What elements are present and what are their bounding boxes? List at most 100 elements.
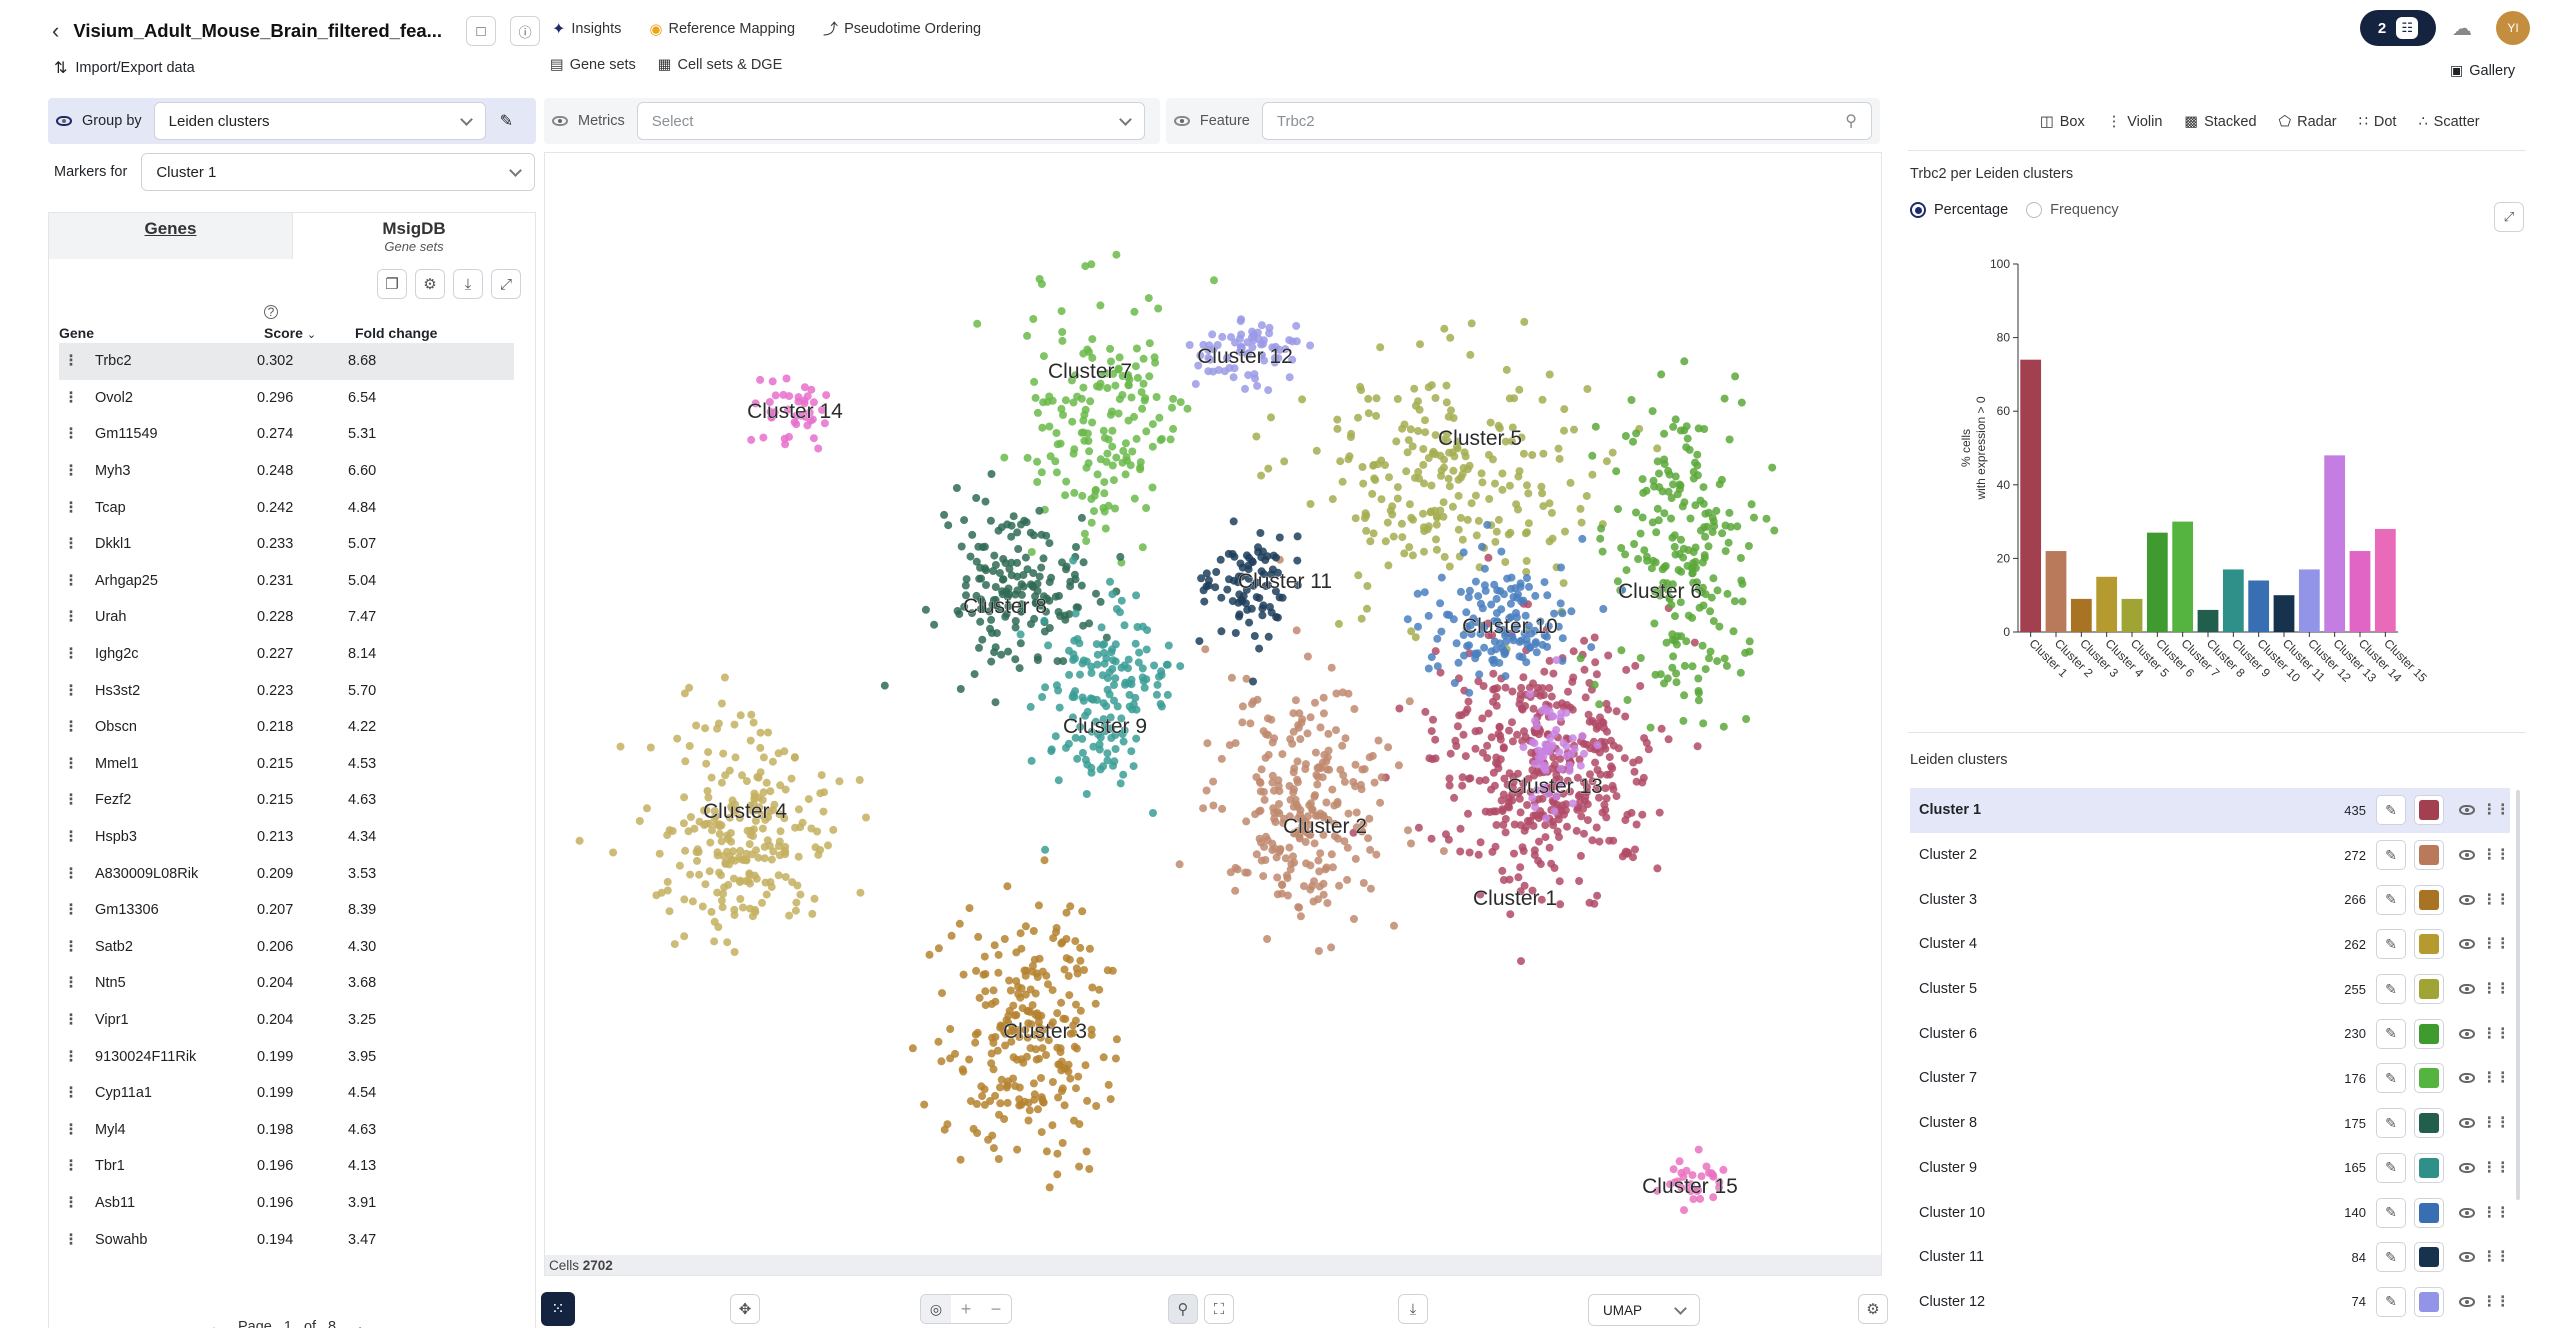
settings-icon[interactable]: ⚙ bbox=[1858, 1294, 1888, 1324]
table-row[interactable]: ⋮ Sowahb 0.194 3.47 bbox=[59, 1221, 514, 1258]
row-menu-icon[interactable]: ⋮ bbox=[63, 865, 79, 882]
drag-handle-icon[interactable]: ⋮⋮ bbox=[2482, 981, 2510, 998]
eye-icon[interactable] bbox=[2452, 894, 2482, 905]
color-swatch[interactable] bbox=[2414, 1108, 2444, 1139]
avatar[interactable]: YI bbox=[2496, 11, 2530, 45]
feature-search-input[interactable]: Trbc2 ⚲ bbox=[1261, 102, 1872, 140]
edit-icon[interactable]: ✎ bbox=[2376, 1018, 2406, 1049]
legend-item[interactable]: Cluster 1 435 ✎ ⋮⋮ bbox=[1910, 788, 2510, 833]
legend-item[interactable]: Cluster 7 176 ✎ ⋮⋮ bbox=[1910, 1056, 2510, 1101]
table-row[interactable]: ⋮ Tcap 0.242 4.84 bbox=[59, 489, 514, 526]
plot-scatter[interactable]: ∴ Scatter bbox=[2418, 114, 2480, 130]
color-swatch[interactable] bbox=[2414, 1286, 2444, 1317]
table-row[interactable]: ⋮ Mmel1 0.215 4.53 bbox=[59, 746, 514, 783]
eye-icon[interactable] bbox=[2452, 1207, 2482, 1218]
eye-icon[interactable] bbox=[56, 116, 72, 126]
row-menu-icon[interactable]: ⋮ bbox=[63, 646, 79, 663]
row-menu-icon[interactable]: ⋮ bbox=[63, 353, 79, 370]
back-icon[interactable]: ‹ bbox=[52, 18, 60, 43]
plus-icon[interactable]: + bbox=[960, 1298, 972, 1319]
edit-icon[interactable]: ✎ bbox=[2376, 795, 2406, 826]
legend-item[interactable]: Cluster 3 266 ✎ ⋮⋮ bbox=[1910, 877, 2510, 922]
table-row[interactable]: ⋮ Tbr1 0.196 4.13 bbox=[59, 1148, 514, 1185]
legend-item[interactable]: Cluster 10 140 ✎ ⋮⋮ bbox=[1910, 1190, 2510, 1235]
eye-icon[interactable] bbox=[2452, 939, 2482, 950]
table-row[interactable]: ⋮ Asb11 0.196 3.91 bbox=[59, 1185, 514, 1222]
legend-item[interactable]: Cluster 12 74 ✎ ⋮⋮ bbox=[1910, 1280, 2510, 1325]
row-menu-icon[interactable]: ⋮ bbox=[63, 536, 79, 553]
plot-violin[interactable]: ⋮ Violin bbox=[2106, 114, 2163, 130]
row-menu-icon[interactable]: ⋮ bbox=[63, 1121, 79, 1138]
lasso-select-icon[interactable]: ⁙ bbox=[541, 1292, 575, 1326]
tab-msigdb[interactable]: MsigDB Gene sets bbox=[382, 219, 446, 254]
plot-box[interactable]: ◫ Box bbox=[2040, 114, 2085, 130]
row-menu-icon[interactable]: ⋮ bbox=[63, 499, 79, 516]
drag-handle-icon[interactable]: ⋮⋮ bbox=[2482, 847, 2510, 864]
prev-page-icon[interactable]: ← bbox=[208, 1316, 226, 1328]
table-row[interactable]: ⋮ Trbc2 0.302 8.68 bbox=[59, 343, 514, 380]
nav-pseudotime-ordering[interactable]: ⤴ Pseudotime Ordering bbox=[823, 18, 981, 39]
comment-icon[interactable]: □ bbox=[466, 16, 497, 46]
row-menu-icon[interactable]: ⋮ bbox=[63, 389, 79, 406]
settings-icon[interactable]: ⚙ bbox=[415, 269, 445, 299]
projection-select[interactable]: UMAP bbox=[1588, 1294, 1700, 1326]
download-icon[interactable]: ⤓ bbox=[1398, 1294, 1428, 1324]
info-icon[interactable]: ⓘ bbox=[510, 16, 541, 46]
color-swatch[interactable] bbox=[2414, 840, 2444, 871]
eye-icon[interactable] bbox=[2452, 805, 2482, 816]
table-row[interactable]: ⋮ Arhgap25 0.231 5.04 bbox=[59, 563, 514, 600]
row-menu-icon[interactable]: ⋮ bbox=[63, 1048, 79, 1065]
fit-view-icon[interactable]: ⛶ bbox=[1204, 1294, 1234, 1324]
plot-radar[interactable]: ⬠ Radar bbox=[2278, 114, 2337, 130]
tab-genes[interactable]: Genes bbox=[49, 213, 293, 259]
color-swatch[interactable] bbox=[2414, 1242, 2444, 1273]
legend-item[interactable]: Cluster 2 272 ✎ ⋮⋮ bbox=[1910, 833, 2510, 878]
eye-icon[interactable] bbox=[2452, 1252, 2482, 1263]
row-menu-icon[interactable]: ⋮ bbox=[63, 682, 79, 699]
row-menu-icon[interactable]: ⋮ bbox=[63, 755, 79, 772]
row-menu-icon[interactable]: ⋮ bbox=[63, 1085, 79, 1102]
table-row[interactable]: ⋮ Satb2 0.206 4.30 bbox=[59, 929, 514, 966]
zoom-icon[interactable]: ⚲ bbox=[1168, 1294, 1198, 1324]
eye-icon[interactable] bbox=[2452, 1162, 2482, 1173]
drag-handle-icon[interactable]: ⋮⋮ bbox=[2482, 802, 2510, 819]
table-row[interactable]: ⋮ Ntn5 0.204 3.68 bbox=[59, 965, 514, 1002]
color-swatch[interactable] bbox=[2414, 1197, 2444, 1228]
row-menu-icon[interactable]: ⋮ bbox=[63, 829, 79, 846]
drag-handle-icon[interactable]: ⋮⋮ bbox=[2482, 1070, 2510, 1087]
row-menu-icon[interactable]: ⋮ bbox=[63, 572, 79, 589]
edit-icon[interactable]: ✎ bbox=[2376, 1152, 2406, 1183]
edit-icon[interactable]: ✎ bbox=[2376, 1286, 2406, 1317]
eye-icon[interactable] bbox=[2452, 984, 2482, 995]
nav-insights[interactable]: ✦ Insights bbox=[552, 20, 622, 38]
minus-icon[interactable]: − bbox=[990, 1298, 1002, 1319]
legend-item[interactable]: Cluster 8 175 ✎ ⋮⋮ bbox=[1910, 1101, 2510, 1146]
plot-stacked[interactable]: ▩ Stacked bbox=[2184, 114, 2257, 130]
legend-item[interactable]: Cluster 6 230 ✎ ⋮⋮ bbox=[1910, 1011, 2510, 1056]
row-menu-icon[interactable]: ⋮ bbox=[63, 975, 79, 992]
drag-handle-icon[interactable]: ⋮⋮ bbox=[2482, 936, 2510, 953]
row-menu-icon[interactable]: ⋮ bbox=[63, 719, 79, 736]
notification-pill[interactable]: 2 ☷ bbox=[2360, 10, 2436, 46]
row-menu-icon[interactable]: ⋮ bbox=[63, 938, 79, 955]
table-row[interactable]: ⋮ Obscn 0.218 4.22 bbox=[59, 709, 514, 746]
color-swatch[interactable] bbox=[2414, 929, 2444, 960]
edit-icon[interactable]: ✎ bbox=[499, 113, 514, 130]
next-page-icon[interactable]: → bbox=[348, 1316, 367, 1328]
drag-handle-icon[interactable]: ⋮⋮ bbox=[2482, 891, 2510, 908]
row-menu-icon[interactable]: ⋮ bbox=[63, 902, 79, 919]
radio-frequency[interactable]: Frequency bbox=[2026, 202, 2119, 218]
table-row[interactable]: ⋮ Dkkl1 0.233 5.07 bbox=[59, 526, 514, 563]
table-row[interactable]: ⋮ Vipr1 0.204 3.25 bbox=[59, 1002, 514, 1039]
row-menu-icon[interactable]: ⋮ bbox=[63, 792, 79, 809]
table-row[interactable]: ⋮ Urah 0.228 7.47 bbox=[59, 599, 514, 636]
row-menu-icon[interactable]: ⋮ bbox=[63, 609, 79, 626]
eye-icon[interactable] bbox=[1174, 116, 1190, 126]
color-swatch[interactable] bbox=[2414, 974, 2444, 1005]
table-row[interactable]: ⋮ Hspb3 0.213 4.34 bbox=[59, 819, 514, 856]
table-row[interactable]: ⋮ A830009L08Rik 0.209 3.53 bbox=[59, 855, 514, 892]
table-row[interactable]: ⋮ Fezf2 0.215 4.63 bbox=[59, 782, 514, 819]
copy-icon[interactable]: ❐ bbox=[377, 269, 407, 299]
row-menu-icon[interactable]: ⋮ bbox=[63, 1231, 79, 1248]
nav-cell-sets-dge[interactable]: ▦ Cell sets & DGE bbox=[657, 57, 783, 73]
